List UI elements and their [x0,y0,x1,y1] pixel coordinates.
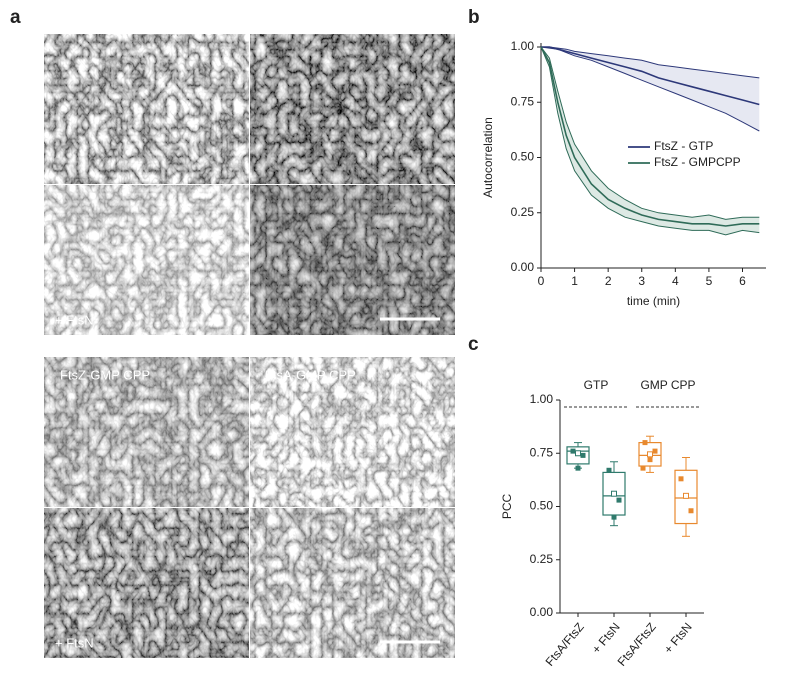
y-tick-label: 0.00 [511,260,535,274]
line [541,46,760,106]
micrograph [250,508,455,658]
y-tick-label: 0.25 [511,205,535,219]
mean-marker [575,450,581,457]
x-tick-label: 0 [538,274,545,288]
data-point [647,457,653,463]
micrograph [44,185,249,335]
micrograph [250,185,455,335]
x-tick-label: 5 [706,274,713,288]
y-tick-label: 0.50 [511,150,535,164]
data-point [570,448,576,454]
band-edge [540,46,760,236]
band-edge [541,46,760,79]
group-label: GTP [584,378,609,392]
y-axis-label: PCC [500,494,514,520]
mean-marker [611,490,617,497]
image-label: FtsZ-GMP CPP [60,367,150,382]
y-tick-label: 0.75 [511,94,535,108]
x-axis-label: time (min) [627,294,680,308]
mean-marker [683,492,689,499]
data-point [640,465,646,471]
data-point [642,440,648,446]
y-tick-label: 0.25 [530,552,554,566]
mean-marker [647,451,653,458]
y-tick-label: 0.75 [530,445,554,459]
micrograph [250,357,455,507]
panel-label: b [468,7,480,28]
micrograph [44,357,249,507]
y-tick-label: 0.50 [530,499,554,513]
image-label: FtsA-GTP [256,9,314,24]
group-label: GMP CPP [640,378,695,392]
data-point [652,448,658,454]
x-tick-label: 2 [605,274,612,288]
x-tick-label: + FtsN [589,620,623,656]
data-point [688,508,694,514]
x-tick-label: 3 [638,274,645,288]
image-label: + FtsN [55,635,94,650]
micrographs [44,34,455,658]
y-tick-label: 0.00 [530,605,554,619]
y-tick-label: 1.00 [530,392,554,406]
image-label: FtsZ-GTP [55,9,112,24]
panel-label: a [10,7,21,28]
line [540,46,760,227]
legend-label: FtsZ - GTP [654,139,713,153]
confidence-band [541,47,760,131]
y-axis-label: Autocorrelation [481,117,495,198]
micrograph [44,34,249,184]
x-tick-label: 1 [571,274,578,288]
image-label: + FtsN [55,312,94,327]
x-tick-label: 6 [739,274,746,288]
band-edge [540,46,760,220]
image-label: FtsA-GMP CPP [265,367,356,382]
x-tick-label: FtsA/FtsZ [615,620,659,669]
data-point [678,476,684,482]
x-tick-label: FtsA/FtsZ [543,620,587,669]
data-point [580,452,586,458]
panel-label: c [468,334,479,355]
x-tick-label: 4 [672,274,679,288]
y-tick-label: 1.00 [511,39,535,53]
micrograph [250,34,455,184]
micrograph [44,508,249,658]
data-point [616,497,622,503]
data-point [611,514,617,520]
legend-label: FtsZ - GMPCPP [654,155,741,169]
x-tick-label: + FtsN [661,620,695,656]
data-point [575,465,581,471]
data-point [606,467,612,473]
